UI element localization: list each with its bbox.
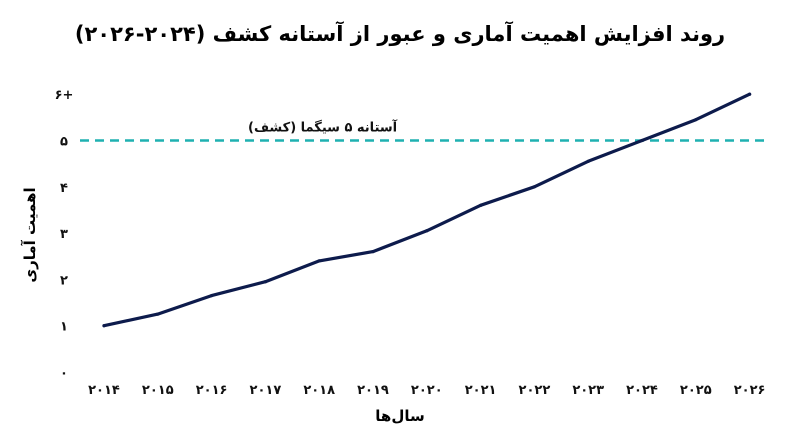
y-tick-label: ۴ (60, 181, 68, 196)
x-tick-label: ۲۰۲۰ (411, 383, 443, 398)
x-axis-ticks: ۲۰۱۴ ۲۰۱۵ ۲۰۱۶ ۲۰۱۷ ۲۰۱۸ ۲۰۱۹ ۲۰۲۰ ۲۰۲۱ ۲۰۲۲ ۲۰۲۳… (88, 383, 765, 398)
threshold-group: آستانه ۵ سیگما (کشف) (80, 119, 766, 142)
x-tick-label: ۲۰۱۷ (250, 383, 282, 398)
x-tick-label: ۲۰۲۴ (626, 383, 658, 398)
x-tick-label: ۲۰۲۵ (680, 383, 712, 398)
x-tick-label: ۲۰۲۶ (734, 383, 766, 398)
data-point (748, 92, 752, 96)
y-axis-ticks: ۰ ۱ ۲ ۳ ۴ ۵ ۶+ (55, 88, 74, 381)
series-line (102, 92, 752, 328)
x-tick-label: ۲۰۲۳ (572, 383, 604, 398)
x-axis-label: سال‌ها (375, 407, 425, 425)
data-point (102, 324, 106, 328)
data-point (532, 185, 537, 189)
data-point (640, 138, 644, 143)
x-tick-label: ۲۰۱۸ (303, 383, 335, 398)
x-tick-label: ۲۰۱۶ (196, 383, 228, 398)
y-tick-label: ۰ (60, 366, 68, 381)
data-point (479, 203, 483, 207)
data-point (210, 294, 214, 298)
x-tick-label: ۲۰۱۹ (357, 383, 389, 398)
data-point (317, 259, 321, 263)
data-point (156, 312, 160, 316)
x-tick-label: ۲۰۲۱ (465, 383, 497, 398)
data-point (586, 159, 590, 163)
y-tick-label: ۵ (60, 135, 68, 150)
data-point (694, 118, 698, 122)
data-point (263, 280, 267, 284)
y-tick-label: ۱ (60, 320, 68, 335)
series-group (102, 92, 752, 328)
chart-title: روند افزایش اهمیت آماری و عبور از آستانه… (74, 22, 726, 46)
x-tick-label: ۲۰۱۵ (142, 383, 174, 398)
y-tick-label: ۲ (60, 273, 68, 288)
data-point (371, 250, 375, 254)
y-tick-label: ۳ (60, 227, 68, 242)
threshold-label: آستانه ۵ سیگما (کشف) (248, 119, 398, 136)
x-tick-label: ۲۰۱۴ (88, 383, 120, 398)
x-tick-label: ۲۰۲۲ (519, 383, 551, 398)
y-tick-label: ۶+ (55, 88, 74, 103)
data-point (425, 229, 429, 233)
